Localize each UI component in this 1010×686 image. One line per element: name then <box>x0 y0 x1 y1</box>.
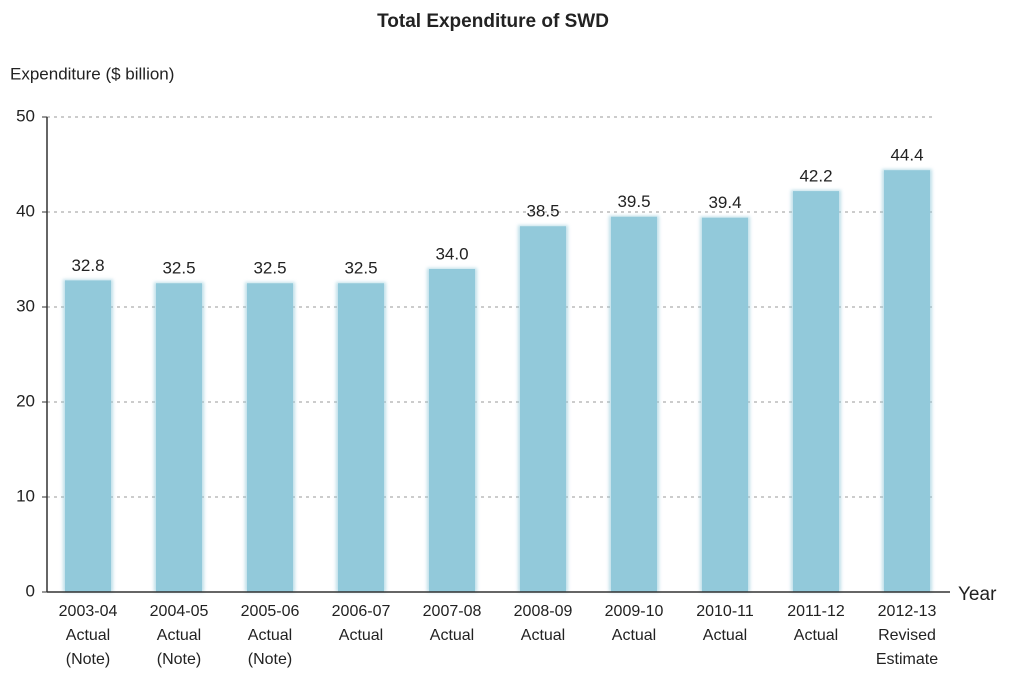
x-tick-label: Actual <box>521 627 565 644</box>
value-label: 39.4 <box>708 193 741 212</box>
bar <box>520 226 566 592</box>
x-tick-label: (Note) <box>248 651 292 668</box>
bar <box>156 283 202 592</box>
x-tick-label: 2010-11 <box>696 603 754 620</box>
bar <box>884 170 930 592</box>
value-label: 32.5 <box>344 259 377 278</box>
x-tick-label: (Note) <box>66 651 110 668</box>
x-tick-label: 2005-06 <box>241 603 300 620</box>
x-tick-label: 2011-12 <box>787 603 845 620</box>
x-tick-label: Actual <box>339 627 383 644</box>
x-tick-label: Actual <box>248 627 292 644</box>
x-tick-label: Actual <box>612 627 656 644</box>
y-tick-label: 30 <box>16 296 35 315</box>
bar <box>611 216 657 592</box>
bar <box>338 283 384 592</box>
y-tick-label: 40 <box>16 201 35 220</box>
value-label: 42.2 <box>799 167 832 186</box>
bar <box>429 269 475 592</box>
x-tick-label: 2012-13 <box>878 603 937 620</box>
x-tick-label: 2007-08 <box>423 603 482 620</box>
x-tick-label: Actual <box>66 627 110 644</box>
x-tick-label: Estimate <box>876 651 938 668</box>
x-tick-label: Actual <box>794 627 838 644</box>
bar <box>793 191 839 592</box>
x-tick-label: 2006-07 <box>332 603 391 620</box>
y-tick-label: 20 <box>16 391 35 410</box>
value-label: 32.5 <box>162 259 195 278</box>
value-label: 44.4 <box>890 146 923 165</box>
x-axis-label: Year <box>958 584 997 605</box>
x-tick-label: (Note) <box>157 651 201 668</box>
value-label: 39.5 <box>617 192 650 211</box>
x-tick-label: Actual <box>430 627 474 644</box>
x-tick-label: Revised <box>878 627 936 644</box>
y-tick-label: 10 <box>16 486 35 505</box>
value-label: 38.5 <box>526 202 559 221</box>
x-tick-label: 2009-10 <box>605 603 664 620</box>
chart-title: Total Expenditure of SWD <box>377 11 609 32</box>
bar <box>65 280 111 592</box>
value-label: 34.0 <box>435 244 468 263</box>
x-tick-label: Actual <box>157 627 201 644</box>
bar <box>702 217 748 592</box>
x-tick-label: Actual <box>703 627 747 644</box>
bar <box>247 283 293 592</box>
x-tick-label: 2004-05 <box>150 603 209 620</box>
x-tick-label: 2008-09 <box>514 603 573 620</box>
value-label: 32.8 <box>71 256 104 275</box>
x-tick-label: 2003-04 <box>59 603 118 620</box>
value-label: 32.5 <box>253 259 286 278</box>
y-tick-label: 50 <box>16 106 35 125</box>
y-axis-label: Expenditure ($ billion) <box>10 64 174 83</box>
y-tick-label: 0 <box>26 581 35 600</box>
